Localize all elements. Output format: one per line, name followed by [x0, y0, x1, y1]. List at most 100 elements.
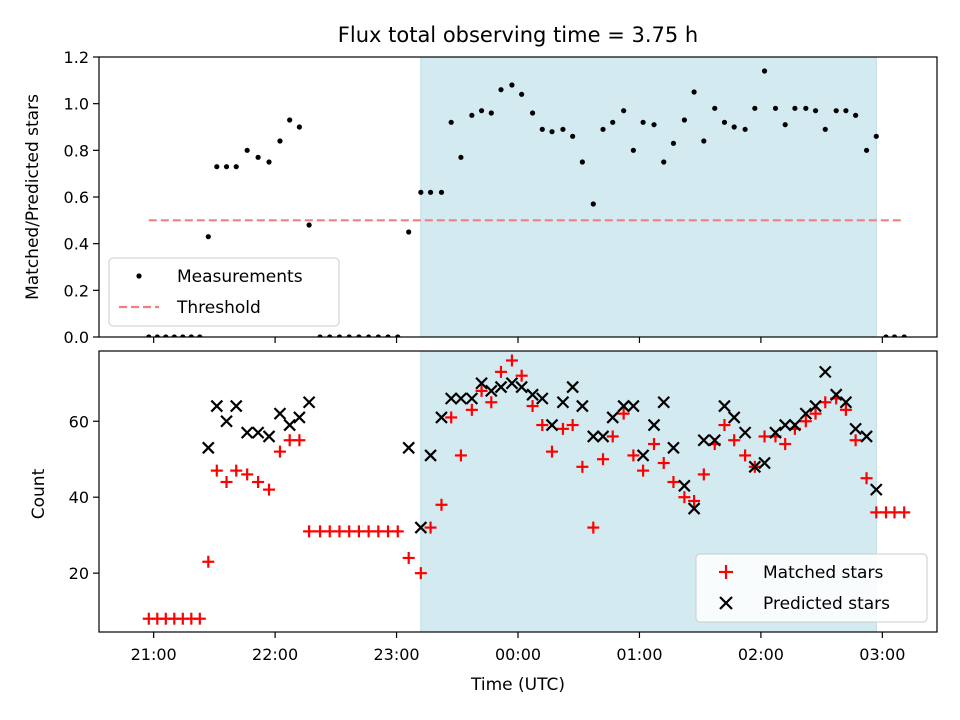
matched-stars-point: [606, 430, 619, 443]
matched-stars-point: [505, 354, 518, 367]
legend-predicted-marker: [719, 596, 733, 610]
legend-matched-marker: [719, 565, 733, 579]
measurement-point: [223, 164, 230, 170]
measurement-point: [549, 129, 555, 135]
measurement-point: [346, 334, 352, 337]
measurement-point: [833, 108, 839, 114]
predicted-stars-point: [273, 407, 287, 420]
measurement-point: [448, 119, 454, 125]
measurement-point: [812, 108, 819, 114]
predicted-stars-point: [229, 399, 243, 413]
predicted-stars-point: [262, 430, 276, 443]
predicted-stars-point: [251, 426, 265, 439]
measurement-point: [188, 334, 194, 337]
measurement-point: [469, 112, 475, 118]
x-tick-label: 23:00: [373, 645, 419, 664]
legend-predicted-label: Predicted stars: [763, 594, 890, 614]
matched-stars-point: [799, 415, 812, 428]
predicted-stars-point: [718, 399, 731, 413]
measurement-point: [244, 147, 250, 153]
measurement-point: [539, 126, 545, 132]
predicted-stars-point: [667, 441, 680, 455]
measurement-point: [873, 133, 879, 139]
measurement-point: [277, 138, 283, 144]
measurement-point: [579, 159, 585, 165]
measurement-point: [772, 105, 779, 111]
matched-stars-point: [303, 525, 316, 538]
measurement-point: [792, 105, 798, 111]
predicted-stars-point: [444, 392, 458, 405]
predicted-stars-point: [738, 426, 752, 439]
predicted-stars-point: [769, 426, 782, 439]
measurement-point: [296, 124, 302, 130]
measurement-point: [640, 119, 646, 125]
predicted-stars-point: [809, 399, 822, 413]
measurement-point: [803, 105, 809, 111]
measurement-point: [891, 334, 898, 337]
matched-stars-point: [739, 449, 752, 462]
measurement-point: [529, 110, 536, 116]
x-tick-label: 21:00: [131, 645, 177, 664]
matched-stars-point: [779, 438, 792, 451]
measurement-point: [154, 334, 160, 337]
predicted-stars-point: [869, 483, 883, 496]
matched-stars-point: [536, 419, 549, 432]
matched-stars-point: [465, 403, 478, 416]
count-panel-y-ticks: 20 40 60: [69, 412, 99, 583]
measurement-point: [560, 126, 566, 132]
measurement-point: [287, 117, 293, 123]
matched-stars-point: [566, 419, 579, 432]
predicted-stars-point: [839, 395, 853, 409]
predicted-stars-point: [636, 449, 650, 462]
measurement-point: [375, 334, 381, 337]
matched-stars-point: [637, 464, 650, 477]
measurement-point: [438, 189, 445, 195]
measurement-point: [498, 87, 504, 93]
predicted-stars-point: [587, 430, 600, 443]
measurement-point: [731, 124, 737, 130]
y-tick-label: 20: [69, 564, 89, 583]
predicted-stars-point: [505, 376, 519, 390]
measurement-point: [509, 82, 515, 88]
predicted-stars-point: [748, 460, 762, 474]
predicted-stars-point: [545, 418, 559, 432]
measurement-point: [600, 126, 606, 132]
predicted-stars-point: [727, 411, 741, 424]
y-tick-label: 0.8: [64, 141, 89, 160]
matched-stars-point: [435, 498, 448, 511]
ratio-panel-marks: [146, 68, 907, 337]
measurement-point: [610, 119, 616, 125]
y-tick-label: 0.2: [64, 281, 89, 300]
predicted-stars-point: [758, 456, 771, 470]
predicted-stars-point: [220, 414, 233, 428]
matched-stars-point: [819, 396, 832, 409]
matched-stars-point: [193, 612, 206, 625]
predicted-stars-point: [818, 365, 832, 379]
predicted-stars-point: [566, 380, 579, 394]
predicted-stars-point: [708, 433, 722, 447]
predicted-stars-point: [424, 449, 437, 462]
measurement-point: [843, 108, 849, 114]
legend-measurements-label: Measurements: [177, 267, 303, 287]
matched-stars-point: [597, 453, 610, 466]
matched-stars-point: [688, 494, 701, 507]
predicted-stars-point: [485, 384, 498, 398]
measurement-point: [255, 154, 261, 160]
measurement-point: [327, 334, 333, 337]
predicted-stars-point: [678, 479, 691, 493]
matched-stars-point: [526, 400, 539, 413]
predicted-stars-point: [606, 411, 620, 424]
measurement-point: [590, 201, 596, 207]
x-tick-label: 02:00: [738, 645, 784, 664]
y-tick-label: 0.6: [64, 188, 89, 207]
matched-stars-point: [556, 422, 569, 435]
measurement-point: [197, 334, 203, 337]
measurement-point: [180, 334, 186, 337]
measurement-point: [171, 334, 177, 337]
measurement-point: [366, 334, 372, 337]
matched-stars-point: [648, 438, 661, 451]
matched-stars-point: [402, 551, 415, 564]
measurement-point: [721, 119, 728, 125]
matched-stars-point: [546, 445, 559, 458]
